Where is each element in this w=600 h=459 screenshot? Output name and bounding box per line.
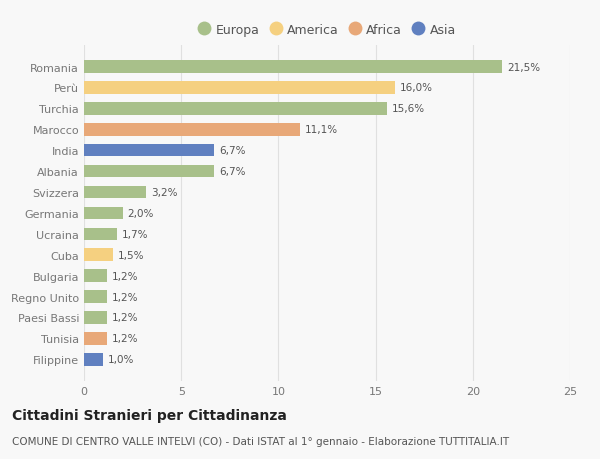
Text: COMUNE DI CENTRO VALLE INTELVI (CO) - Dati ISTAT al 1° gennaio - Elaborazione TU: COMUNE DI CENTRO VALLE INTELVI (CO) - Da… bbox=[12, 436, 509, 446]
Text: 3,2%: 3,2% bbox=[151, 188, 178, 197]
Text: Cittadini Stranieri per Cittadinanza: Cittadini Stranieri per Cittadinanza bbox=[12, 409, 287, 422]
Text: 15,6%: 15,6% bbox=[392, 104, 425, 114]
Text: 16,0%: 16,0% bbox=[400, 83, 433, 93]
Text: 1,2%: 1,2% bbox=[112, 292, 139, 302]
Bar bbox=[84, 332, 107, 345]
Bar bbox=[84, 228, 117, 241]
Text: 11,1%: 11,1% bbox=[305, 125, 338, 135]
Text: 1,7%: 1,7% bbox=[122, 230, 148, 239]
Text: 2,0%: 2,0% bbox=[128, 208, 154, 218]
Bar bbox=[84, 312, 107, 324]
Text: 1,2%: 1,2% bbox=[112, 334, 139, 344]
Bar bbox=[84, 145, 214, 157]
Text: 1,2%: 1,2% bbox=[112, 313, 139, 323]
Bar bbox=[84, 165, 214, 178]
Bar bbox=[84, 124, 300, 136]
Text: 1,0%: 1,0% bbox=[109, 354, 134, 364]
Bar bbox=[84, 291, 107, 303]
Bar bbox=[84, 61, 502, 73]
Bar bbox=[84, 82, 395, 95]
Text: 6,7%: 6,7% bbox=[219, 146, 245, 156]
Bar bbox=[84, 103, 387, 115]
Bar bbox=[84, 207, 123, 220]
Bar bbox=[84, 186, 146, 199]
Text: 21,5%: 21,5% bbox=[507, 62, 540, 73]
Text: 1,5%: 1,5% bbox=[118, 250, 145, 260]
Bar bbox=[84, 270, 107, 282]
Legend: Europa, America, Africa, Asia: Europa, America, Africa, Asia bbox=[193, 19, 461, 42]
Bar bbox=[84, 249, 113, 262]
Text: 6,7%: 6,7% bbox=[219, 167, 245, 177]
Text: 1,2%: 1,2% bbox=[112, 271, 139, 281]
Bar bbox=[84, 353, 103, 366]
